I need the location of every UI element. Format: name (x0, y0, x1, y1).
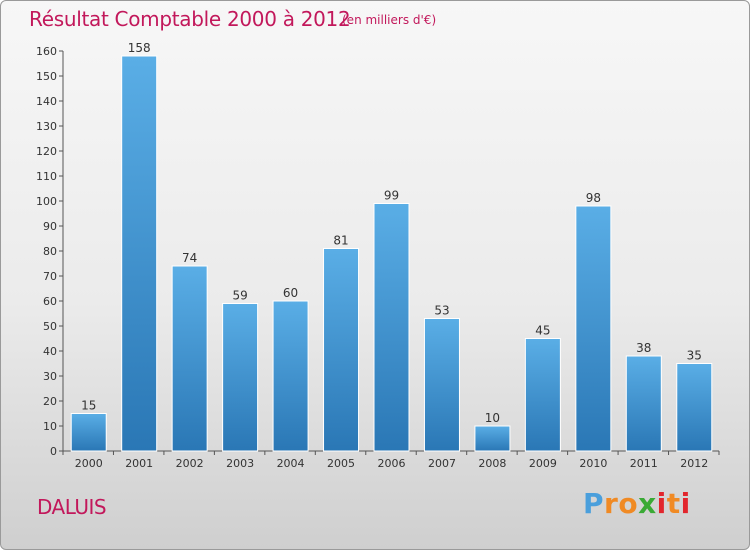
x-tick-label: 2007 (428, 457, 456, 470)
commune-name: DALUIS (37, 495, 107, 519)
logo-letter: t (666, 487, 681, 520)
y-tick-label: 150 (36, 70, 57, 83)
chart-subtitle: (en milliers d'€) (342, 13, 437, 27)
value-label-2012: 35 (687, 349, 702, 363)
chart-title: Résultat Comptable 2000 à 2012 (29, 7, 351, 31)
value-label-2000: 15 (81, 399, 96, 413)
bar-2011 (625, 355, 662, 452)
logo-letter: x (638, 487, 657, 520)
x-tick-label: 2004 (277, 457, 305, 470)
bar-2007 (423, 318, 460, 452)
x-tick-label: 2006 (378, 457, 406, 470)
x-tick-label: 2000 (75, 457, 103, 470)
y-tick-label: 40 (43, 345, 57, 358)
value-label-2010: 98 (586, 191, 601, 205)
x-tick-label: 2003 (226, 457, 254, 470)
value-label-2007: 53 (434, 304, 449, 318)
logo-letter: r (604, 487, 619, 520)
logo-letter: o (618, 487, 639, 520)
y-tick-label: 10 (43, 420, 57, 433)
logo-letter: P (583, 487, 605, 520)
y-tick-label: 90 (43, 220, 57, 233)
y-tick-label: 50 (43, 320, 57, 333)
y-tick-label: 160 (36, 45, 57, 58)
value-label-2009: 45 (535, 324, 550, 338)
proxiti-logo[interactable]: Proxiti (583, 487, 691, 520)
bar-2004 (272, 300, 309, 452)
bar-2008 (474, 425, 511, 452)
bar-2006 (373, 203, 410, 452)
y-tick-label: 30 (43, 370, 57, 383)
bar-2012 (676, 363, 713, 452)
x-tick-label: 2011 (630, 457, 658, 470)
y-tick-label: 130 (36, 120, 57, 133)
bar-2010 (575, 205, 612, 452)
logo-letter: i (656, 487, 667, 520)
bar-2005 (323, 248, 360, 452)
value-label-2004: 60 (283, 286, 298, 300)
y-tick-label: 140 (36, 95, 57, 108)
y-tick-label: 60 (43, 295, 57, 308)
bar-2009 (524, 338, 561, 452)
x-tick-label: 2009 (529, 457, 557, 470)
value-label-2006: 99 (384, 189, 399, 203)
bar-2002 (171, 265, 208, 452)
y-tick-label: 80 (43, 245, 57, 258)
bar-2001 (121, 55, 158, 452)
y-tick-label: 0 (50, 445, 57, 458)
x-tick-label: 2008 (478, 457, 506, 470)
x-tick-label: 2012 (680, 457, 708, 470)
value-label-2008: 10 (485, 411, 500, 425)
bar-2003 (222, 303, 259, 452)
y-tick-label: 100 (36, 195, 57, 208)
y-tick-label: 70 (43, 270, 57, 283)
value-label-2005: 81 (333, 234, 348, 248)
value-label-2001: 158 (128, 41, 151, 55)
bar-2000 (70, 413, 107, 452)
x-tick-label: 2005 (327, 457, 355, 470)
x-tick-label: 2010 (579, 457, 607, 470)
x-tick-label: 2001 (125, 457, 153, 470)
x-tick-label: 2002 (176, 457, 204, 470)
value-label-2002: 74 (182, 251, 197, 265)
value-label-2003: 59 (232, 289, 247, 303)
y-tick-label: 20 (43, 395, 57, 408)
y-tick-label: 120 (36, 145, 57, 158)
logo-letter: i (680, 487, 691, 520)
y-tick-label: 110 (36, 170, 57, 183)
value-label-2011: 38 (636, 341, 651, 355)
